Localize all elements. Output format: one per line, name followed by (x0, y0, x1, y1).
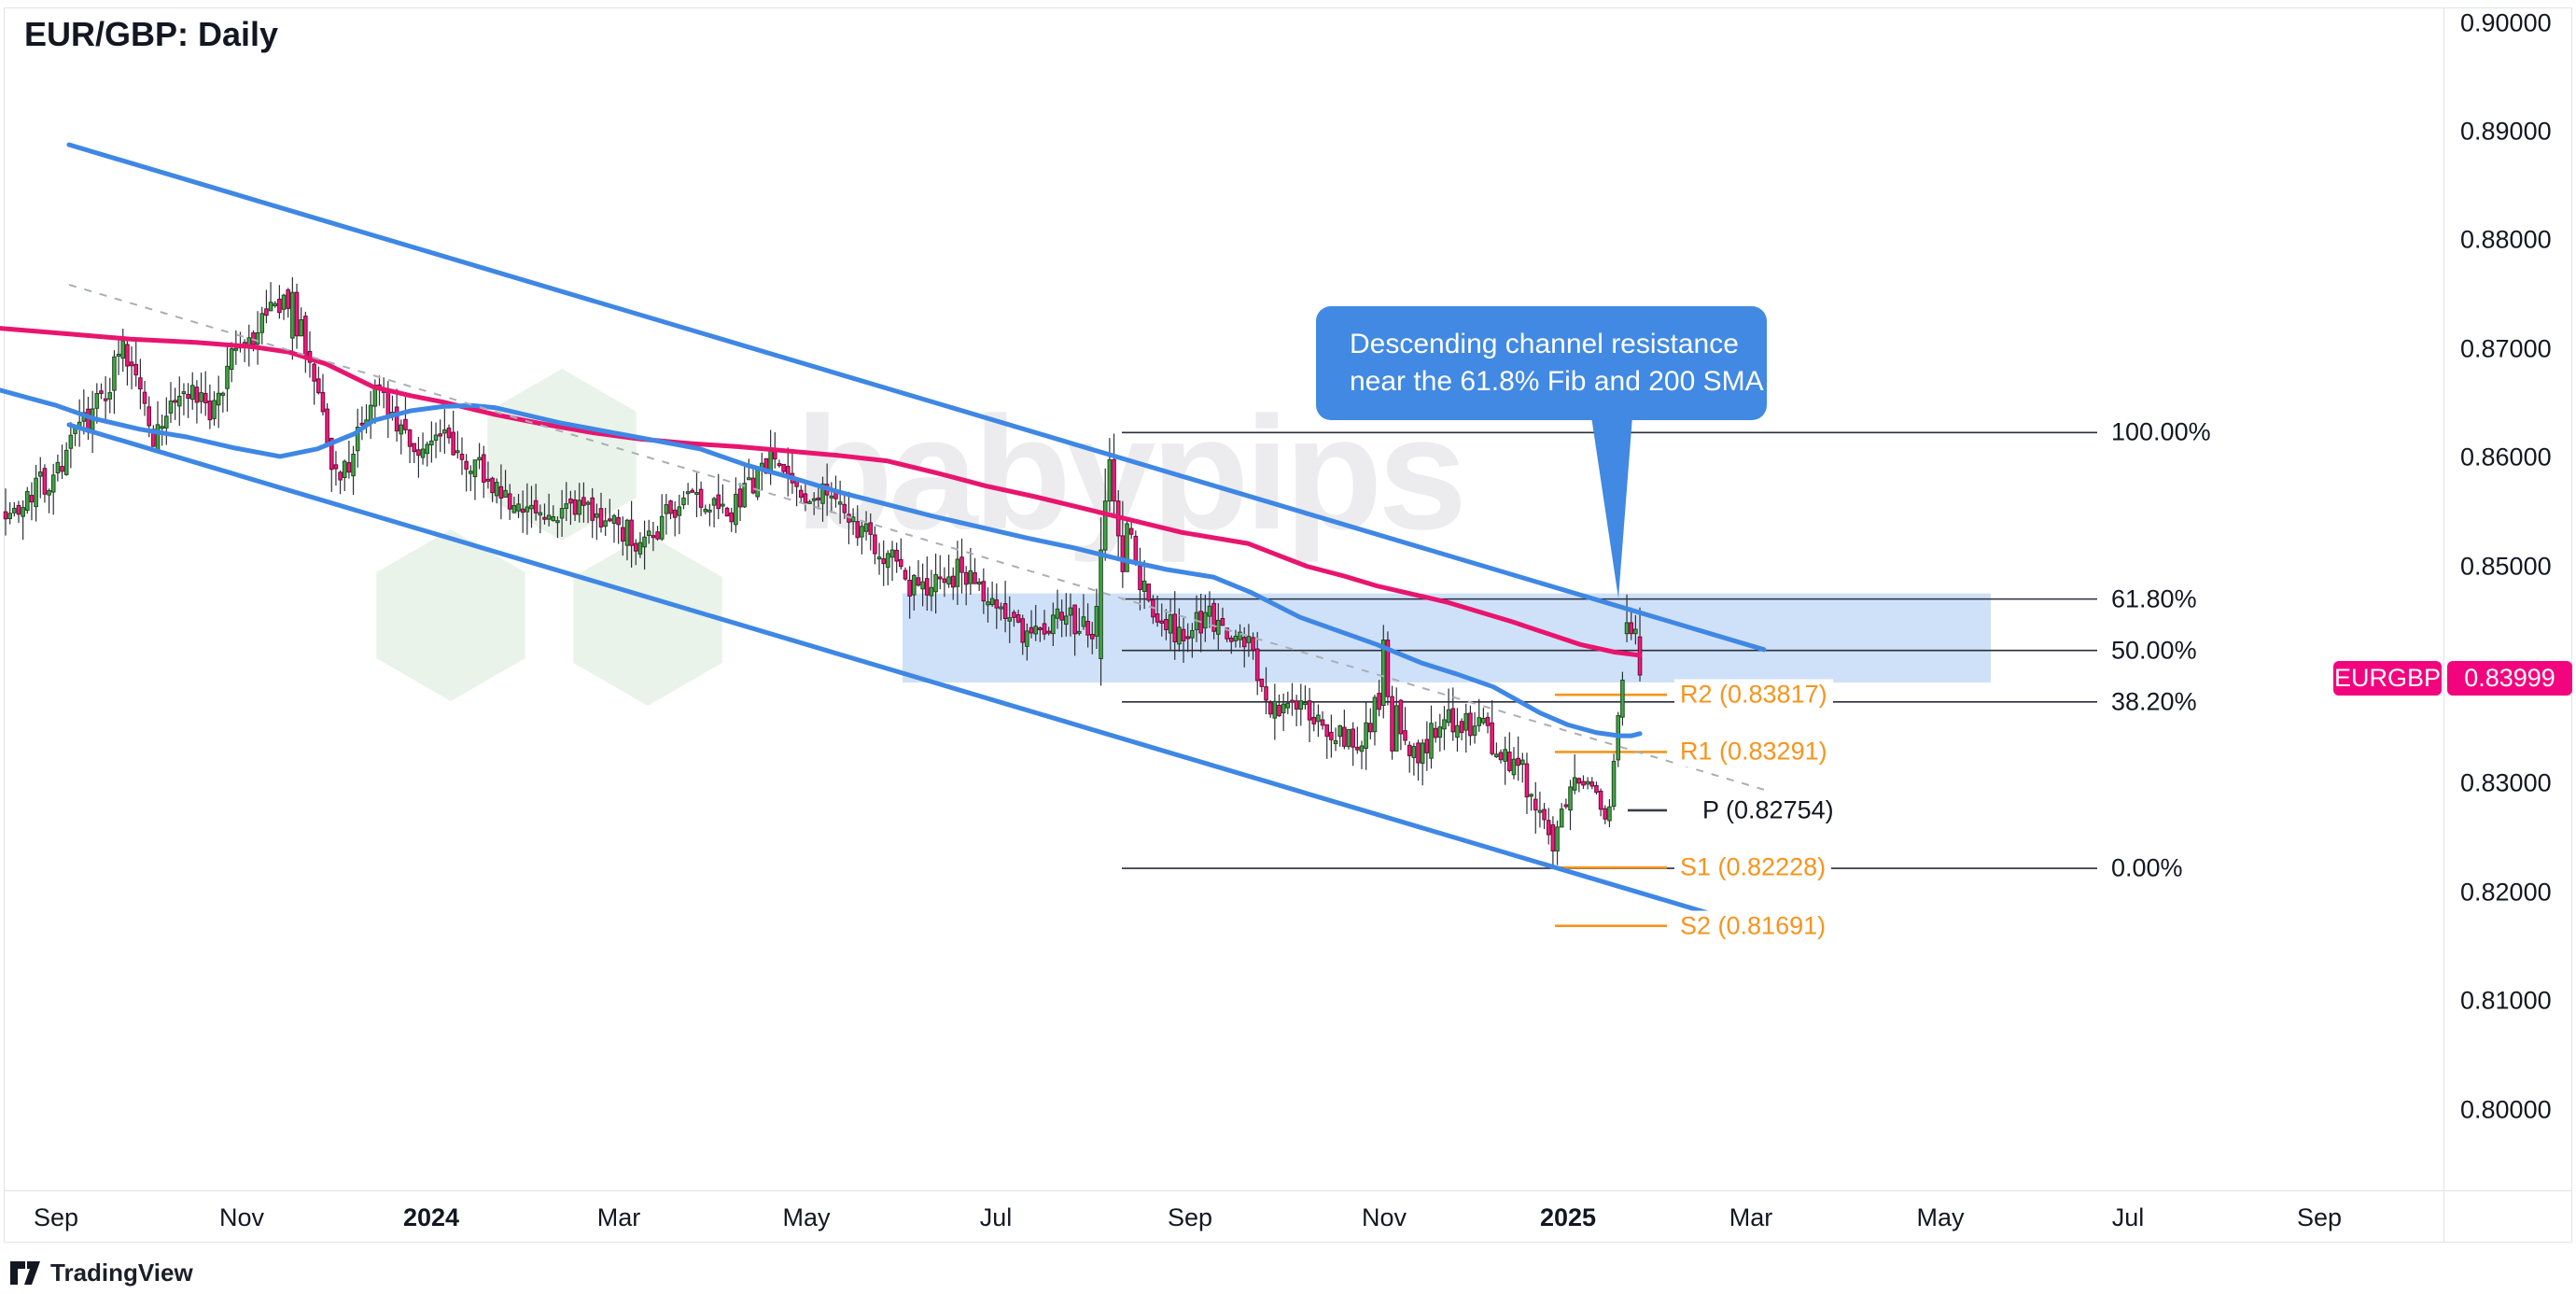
price-tick-label: 0.81000 (2460, 986, 2552, 1015)
time-tick-label: Jul (979, 1203, 1013, 1231)
time-tick-label: Mar (1729, 1203, 1773, 1231)
price-tick-label: 0.86000 (2460, 443, 2552, 471)
fib-level-label: 50.00% (2111, 636, 2197, 665)
price-axis-separator (2443, 7, 2444, 1243)
annotation-callout[interactable]: Descending channel resistance near the 6… (1316, 306, 1767, 420)
time-tick-label: Mar (596, 1203, 641, 1231)
pivot-level-label: R1 (0.83291) (1674, 736, 1833, 767)
last-price-badge-value: 0.83999 (2447, 661, 2572, 696)
chart-title: EUR/GBP: Daily (24, 15, 279, 53)
badge-symbol-text: EURGBP (2333, 664, 2442, 692)
channel-resistance-line[interactable] (66, 142, 1767, 653)
price-tick-label: 0.85000 (2460, 552, 2552, 580)
time-tick-label: May (782, 1203, 831, 1231)
sma-200-line[interactable] (0, 326, 1643, 658)
fib-level-label: 38.20% (2111, 687, 2197, 716)
price-tick-label: 0.87000 (2460, 334, 2552, 363)
fib-level-label: 100.00% (2111, 417, 2211, 446)
tradingview-logo-icon (10, 1261, 40, 1285)
pivot-level-label: S2 (0.81691) (1674, 910, 1832, 942)
pivot-level-label: R2 (0.83817) (1674, 679, 1833, 710)
price-tick-label: 0.82000 (2460, 878, 2552, 907)
time-tick-label: Sep (2296, 1203, 2343, 1231)
badge-price-text: 0.83999 (2464, 664, 2555, 692)
channel-support-line[interactable] (66, 422, 1767, 933)
fib-level-label: 0.00% (2111, 853, 2183, 882)
price-tick-label: 0.90000 (2460, 8, 2552, 36)
time-tick-label: Jul (2111, 1203, 2145, 1231)
price-tick-label: 0.80000 (2460, 1095, 2552, 1123)
pivot-level-lines (1555, 693, 1667, 927)
candlestick-series (3, 276, 1643, 869)
callout-line2: near the 61.8% Fib and 200 SMA (1350, 366, 1764, 397)
time-tick-label: Sep (1167, 1203, 1213, 1231)
last-price-badge-symbol: EURGBP (2333, 661, 2442, 696)
time-tick-label: 2025 (1539, 1203, 1597, 1231)
time-tick-label: Nov (218, 1203, 265, 1231)
time-tick-label: 2024 (402, 1203, 460, 1231)
time-tick-label: Sep (33, 1203, 79, 1231)
price-tick-label: 0.89000 (2460, 117, 2552, 146)
time-tick-label: May (1916, 1203, 1965, 1231)
pivot-level-label: S1 (0.82228) (1674, 851, 1832, 883)
price-tick-label: 0.83000 (2460, 768, 2552, 797)
time-tick-label: Nov (1361, 1203, 1407, 1231)
chart-frame (4, 7, 2572, 1243)
price-tick-label: 0.88000 (2460, 225, 2552, 254)
tradingview-attribution-text: TradingView (50, 1259, 193, 1287)
callout-line1: Descending channel resistance (1350, 329, 1739, 359)
babypips-logo-watermark (376, 369, 722, 706)
callout-tail (1591, 416, 1632, 598)
pivot-level-label: P (0.82754) (1697, 795, 1840, 826)
fib-level-label: 61.80% (2111, 584, 2197, 613)
time-axis-separator (4, 1190, 2572, 1191)
tradingview-attribution[interactable]: TradingView (9, 1259, 193, 1287)
sma-blue-line[interactable] (0, 387, 1643, 738)
